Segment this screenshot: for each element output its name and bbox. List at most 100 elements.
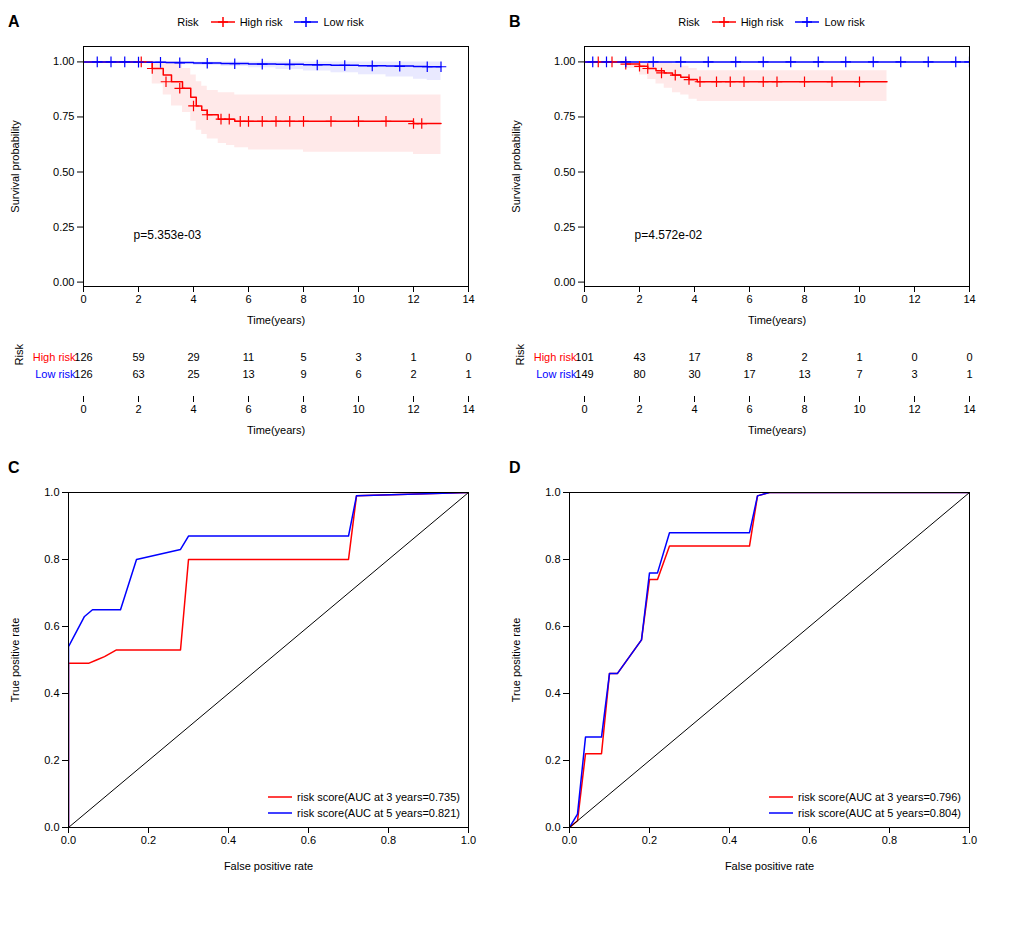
- svg-text:0.2: 0.2: [141, 834, 156, 846]
- svg-text:0.25: 0.25: [554, 221, 575, 233]
- svg-text:14: 14: [963, 293, 975, 305]
- svg-text:0.6: 0.6: [802, 834, 817, 846]
- svg-text:0.4: 0.4: [722, 834, 737, 846]
- svg-text:14: 14: [963, 403, 975, 415]
- svg-text:False positive rate: False positive rate: [224, 860, 313, 872]
- svg-text:Survival probability: Survival probability: [9, 120, 21, 213]
- svg-text:13: 13: [798, 368, 810, 380]
- svg-text:10: 10: [853, 403, 865, 415]
- svg-text:80: 80: [633, 368, 645, 380]
- svg-text:6: 6: [746, 293, 752, 305]
- svg-text:12: 12: [407, 403, 419, 415]
- svg-text:0.2: 0.2: [545, 754, 560, 766]
- svg-text:12: 12: [407, 293, 419, 305]
- svg-text:3: 3: [911, 368, 917, 380]
- svg-text:Risk: Risk: [514, 344, 526, 366]
- svg-text:0: 0: [465, 351, 471, 363]
- svg-text:29: 29: [187, 351, 199, 363]
- svg-text:0.4: 0.4: [221, 834, 236, 846]
- svg-text:1.00: 1.00: [53, 55, 74, 67]
- svg-text:0.0: 0.0: [545, 821, 560, 833]
- svg-text:0.4: 0.4: [44, 687, 59, 699]
- svg-text:1: 1: [465, 368, 471, 380]
- svg-text:1: 1: [410, 351, 416, 363]
- svg-text:8: 8: [801, 403, 807, 415]
- svg-text:0.75: 0.75: [53, 110, 74, 122]
- svg-text:Time(years): Time(years): [748, 424, 806, 436]
- svg-text:High risk: High risk: [534, 351, 577, 363]
- svg-text:Risk: Risk: [13, 344, 25, 366]
- svg-text:30: 30: [688, 368, 700, 380]
- svg-text:2: 2: [636, 403, 642, 415]
- svg-text:Survival probability: Survival probability: [510, 120, 522, 213]
- svg-text:8: 8: [746, 351, 752, 363]
- svg-text:10: 10: [352, 403, 364, 415]
- svg-text:8: 8: [300, 403, 306, 415]
- svg-text:10: 10: [853, 293, 865, 305]
- svg-text:High risk: High risk: [33, 351, 76, 363]
- svg-text:0: 0: [966, 351, 972, 363]
- svg-text:4: 4: [190, 293, 196, 305]
- svg-text:17: 17: [743, 368, 755, 380]
- svg-text:12: 12: [908, 293, 920, 305]
- svg-text:0.8: 0.8: [545, 553, 560, 565]
- svg-text:0.00: 0.00: [554, 276, 575, 288]
- svg-text:4: 4: [190, 403, 196, 415]
- svg-text:43: 43: [633, 351, 645, 363]
- svg-text:Low risk: Low risk: [536, 368, 577, 380]
- svg-text:0: 0: [911, 351, 917, 363]
- svg-text:126: 126: [74, 351, 92, 363]
- svg-text:Low risk: Low risk: [35, 368, 76, 380]
- svg-text:0: 0: [80, 293, 86, 305]
- svg-text:0.2: 0.2: [44, 754, 59, 766]
- svg-text:Time(years): Time(years): [247, 314, 305, 326]
- svg-text:2: 2: [410, 368, 416, 380]
- svg-text:False positive rate: False positive rate: [725, 860, 814, 872]
- svg-text:1.0: 1.0: [545, 486, 560, 498]
- svg-text:126: 126: [74, 368, 92, 380]
- svg-text:11: 11: [243, 351, 254, 363]
- svg-text:0.50: 0.50: [554, 166, 575, 178]
- svg-text:7: 7: [856, 368, 862, 380]
- svg-text:9: 9: [300, 368, 306, 380]
- svg-text:17: 17: [688, 351, 700, 363]
- svg-text:Time(years): Time(years): [247, 424, 305, 436]
- svg-text:0.0: 0.0: [562, 834, 577, 846]
- svg-text:63: 63: [132, 368, 144, 380]
- svg-text:0.75: 0.75: [554, 110, 575, 122]
- svg-text:1: 1: [966, 368, 972, 380]
- svg-text:0.25: 0.25: [53, 221, 74, 233]
- svg-text:1.0: 1.0: [461, 834, 476, 846]
- svg-text:0.0: 0.0: [61, 834, 76, 846]
- svg-text:2: 2: [801, 351, 807, 363]
- svg-text:59: 59: [132, 351, 144, 363]
- svg-text:8: 8: [300, 293, 306, 305]
- svg-text:0.0: 0.0: [44, 821, 59, 833]
- svg-text:1.0: 1.0: [44, 486, 59, 498]
- svg-text:1: 1: [856, 351, 862, 363]
- svg-text:1.00: 1.00: [554, 55, 575, 67]
- svg-text:4: 4: [691, 403, 697, 415]
- svg-text:3: 3: [355, 351, 361, 363]
- svg-text:149: 149: [575, 368, 593, 380]
- svg-text:6: 6: [355, 368, 361, 380]
- svg-text:1.0: 1.0: [962, 834, 977, 846]
- svg-text:True positive rate: True positive rate: [510, 618, 522, 703]
- svg-text:0.6: 0.6: [545, 620, 560, 632]
- svg-text:0.00: 0.00: [53, 276, 74, 288]
- svg-text:101: 101: [575, 351, 593, 363]
- svg-text:14: 14: [462, 403, 474, 415]
- svg-text:True positive rate: True positive rate: [9, 618, 21, 703]
- svg-text:0: 0: [581, 293, 587, 305]
- svg-text:13: 13: [242, 368, 254, 380]
- svg-text:6: 6: [245, 293, 251, 305]
- svg-text:6: 6: [245, 403, 251, 415]
- svg-text:0.8: 0.8: [882, 834, 897, 846]
- svg-text:2: 2: [135, 293, 141, 305]
- svg-text:0.50: 0.50: [53, 166, 74, 178]
- svg-text:0.8: 0.8: [381, 834, 396, 846]
- svg-text:8: 8: [801, 293, 807, 305]
- svg-text:0.6: 0.6: [44, 620, 59, 632]
- svg-text:p=4.572e-02: p=4.572e-02: [635, 228, 703, 242]
- svg-text:0.2: 0.2: [642, 834, 657, 846]
